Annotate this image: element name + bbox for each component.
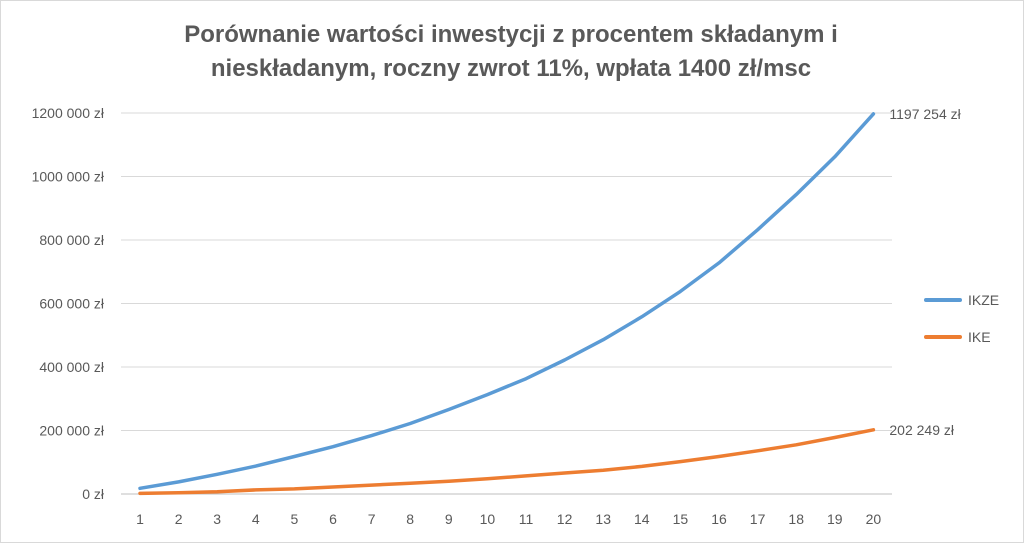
legend: IKZE IKE (924, 286, 999, 360)
x-tick-label: 8 (406, 511, 414, 527)
y-tick-label: 0 zł (82, 486, 105, 502)
x-tick-label: 1 (136, 511, 144, 527)
legend-item-ike: IKE (924, 323, 999, 351)
series-line-ike (138, 428, 876, 496)
x-tick-label: 18 (788, 511, 804, 527)
legend-label-ikze: IKZE (968, 292, 1000, 308)
x-tick-label: 5 (291, 511, 299, 527)
y-tick-label: 200 000 zł (39, 423, 104, 439)
x-tick-label: 11 (519, 511, 534, 527)
x-tick-label: 15 (673, 511, 689, 527)
y-axis-tick-labels: 0 zł 200 000 zł 400 000 zł 600 000 zł 800 00… (32, 105, 105, 502)
y-tick-label: 1000 000 zł (32, 169, 105, 185)
x-tick-label: 12 (557, 511, 573, 527)
end-value-labels: 1197 254 zł 202 249 zł (889, 106, 961, 438)
y-tick-label: 800 000 zł (39, 232, 104, 248)
x-tick-label: 16 (711, 511, 727, 527)
legend-swatch-ikze (924, 298, 962, 302)
legend-label-ike: IKE (968, 329, 991, 345)
x-tick-label: 14 (634, 511, 650, 527)
x-tick-label: 6 (329, 511, 337, 527)
x-tick-label: 10 (480, 511, 496, 527)
chart-title-line-1: Porównanie wartości inwestycji z procent… (184, 21, 838, 48)
x-tick-label: 9 (445, 511, 453, 527)
x-tick-label: 7 (368, 511, 376, 527)
x-tick-label: 19 (827, 511, 843, 527)
y-tick-label: 600 000 zł (39, 296, 104, 312)
x-tick-label: 3 (213, 511, 221, 527)
gridlines (121, 112, 892, 495)
x-axis-tick-labels: 1 2 3 4 5 6 7 8 9 10 11 12 13 14 15 16 17 18 19 20 (136, 511, 881, 527)
x-tick-label: 4 (252, 511, 260, 527)
x-tick-label: 13 (595, 511, 611, 527)
y-tick-label: 400 000 zł (39, 359, 104, 375)
x-tick-label: 17 (750, 511, 766, 527)
series-lines (138, 112, 876, 496)
y-tick-label: 1200 000 zł (32, 105, 105, 121)
chart-title: Porównanie wartości inwestycji z procent… (0, 18, 1022, 86)
series-line-ikze (138, 112, 876, 491)
x-tick-label: 20 (866, 511, 882, 527)
end-label-ike: 202 249 zł (889, 422, 954, 438)
end-label-ikze: 1197 254 zł (889, 106, 961, 122)
x-tick-label: 2 (175, 511, 183, 527)
legend-item-ikze: IKZE (924, 286, 999, 314)
chart-title-line-2: nieskładanym, roczny zwrot 11%, wpłata 1… (210, 55, 812, 82)
legend-swatch-ike (924, 335, 962, 339)
